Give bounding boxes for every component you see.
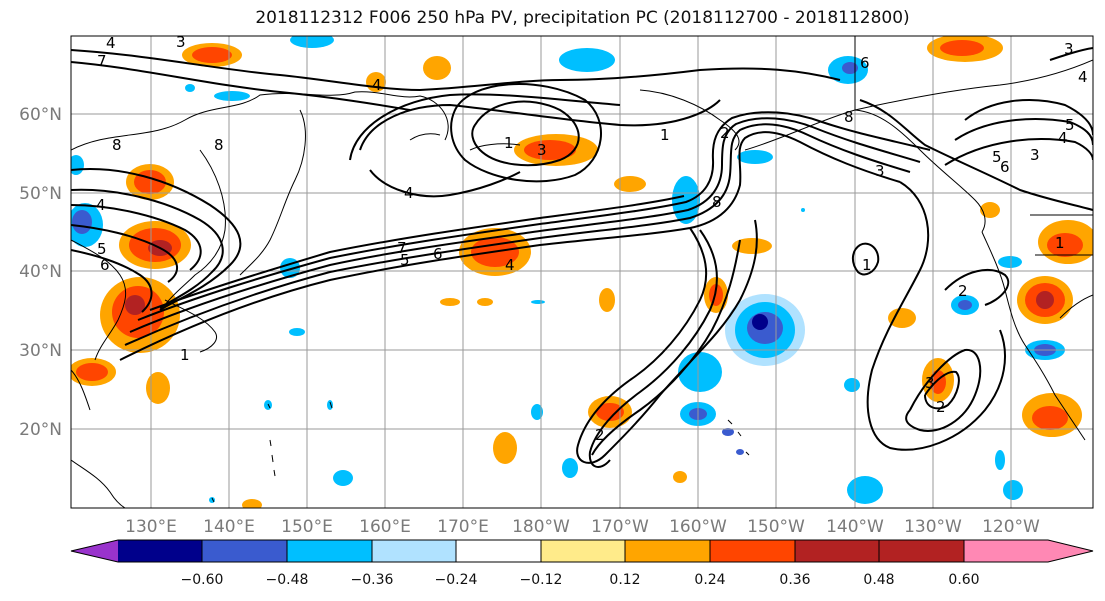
colorbar-segment — [202, 540, 287, 562]
contour-label: 2 — [958, 282, 968, 300]
lon-label: 150°W — [747, 517, 805, 537]
contour-label: 4 — [96, 196, 106, 214]
contour-label: 3 — [1030, 146, 1040, 164]
lon-label: 180°W — [512, 517, 570, 537]
contour-label: 1 — [180, 346, 190, 364]
colorbar-segment — [879, 540, 964, 562]
contour-label: 6 — [860, 54, 870, 72]
lat-label: 60°N — [19, 105, 62, 125]
colorbar: −0.60 −0.48 −0.36 −0.24 −0.12 0.12 0.24 … — [70, 539, 1094, 588]
colorbar-segment — [118, 540, 202, 562]
contour-label: 6 — [1000, 158, 1010, 176]
colorbar-segment — [710, 540, 795, 562]
contour-label: 4 — [372, 76, 382, 94]
lat-label: 50°N — [19, 184, 62, 204]
contour-label: 3 — [1064, 40, 1074, 58]
colorbar-tick-label: 0.36 — [779, 572, 810, 588]
latitude-labels: 60°N 50°N 40°N 30°N 20°N — [19, 105, 62, 440]
colorbar-segment — [795, 540, 879, 562]
longitude-labels: 130°E 140°E 150°E 160°E 170°E 180°W 170°… — [125, 517, 1040, 537]
colorbar-tick-label: 0.12 — [609, 572, 640, 588]
contour-label: 1 — [1055, 234, 1065, 252]
contour-label: 5 — [1065, 116, 1075, 134]
colorbar-segment — [541, 540, 625, 562]
contour-label: 8 — [712, 193, 722, 211]
lon-label: 170°E — [437, 517, 489, 537]
contour-label: 1 — [660, 126, 670, 144]
graticule — [71, 36, 1093, 508]
contour-label: 3 — [925, 374, 935, 392]
contour-label: 7 — [97, 52, 107, 70]
lon-label: 170°W — [591, 517, 649, 537]
precip-anomaly-shading — [71, 36, 1093, 508]
contour-label: 4 — [1058, 129, 1068, 147]
lat-label: 40°N — [19, 262, 62, 282]
contour-label: 4 — [1078, 68, 1088, 86]
contour-label: 2 — [720, 124, 730, 142]
contour-label: 7 — [397, 239, 407, 257]
pv-contour-labels: 4 7 3 4 8 8 4 5 6 1 4 7 5 6 4 1 3 8 3 1 … — [96, 33, 1088, 444]
pv-contours — [71, 47, 1093, 468]
contour-label: 2 — [595, 426, 605, 444]
map-title: 2018112312 F006 250 hPa PV, precipitatio… — [255, 8, 910, 28]
contour-label: 5 — [992, 148, 1002, 166]
contour-label: 1 — [862, 256, 872, 274]
contour-label: 3 — [875, 162, 885, 180]
lon-label: 140°E — [203, 517, 255, 537]
lat-label: 30°N — [19, 341, 62, 361]
contour-label: 2 — [936, 398, 946, 416]
colorbar-tick-label: 0.24 — [694, 572, 725, 588]
contour-label: 3 — [537, 141, 547, 159]
colorbar-tick-label: −0.24 — [435, 572, 478, 588]
contour-label: 4 — [106, 34, 116, 52]
contour-label: 8 — [844, 108, 854, 126]
contour-label: 8 — [112, 136, 122, 154]
lon-label: 130°W — [904, 517, 962, 537]
lat-label: 20°N — [19, 420, 62, 440]
contour-label: 3 — [176, 33, 186, 51]
lon-label: 140°W — [826, 517, 884, 537]
contour-label: 4 — [404, 184, 414, 202]
colorbar-tick-label: −0.48 — [266, 572, 309, 588]
contour-label: 5 — [400, 251, 410, 269]
lon-label: 150°E — [281, 517, 333, 537]
lon-label: 130°E — [125, 517, 177, 537]
colorbar-segment — [372, 540, 456, 562]
colorbar-tick-label: −0.60 — [181, 572, 224, 588]
colorbar-tick-label: −0.36 — [351, 572, 394, 588]
contour-label: 6 — [433, 245, 443, 263]
lon-label: 160°W — [669, 517, 727, 537]
colorbar-segment — [456, 540, 541, 562]
lon-label: 160°E — [359, 517, 411, 537]
contour-label: 1 — [504, 134, 514, 152]
map-area — [71, 36, 1093, 508]
colorbar-tick-label: −0.12 — [520, 572, 563, 588]
colorbar-segment — [625, 540, 710, 562]
contour-label: 8 — [214, 136, 224, 154]
map-border — [70, 35, 1094, 509]
contour-label: 5 — [97, 240, 107, 258]
colorbar-segment — [287, 540, 372, 562]
colorbar-extend-min — [71, 540, 118, 562]
contour-label: 6 — [100, 256, 110, 274]
colorbar-tick-label: 0.60 — [948, 572, 979, 588]
lon-label: 120°W — [982, 517, 1040, 537]
contour-label: 4 — [505, 256, 515, 274]
colorbar-tick-label: 0.48 — [863, 572, 894, 588]
